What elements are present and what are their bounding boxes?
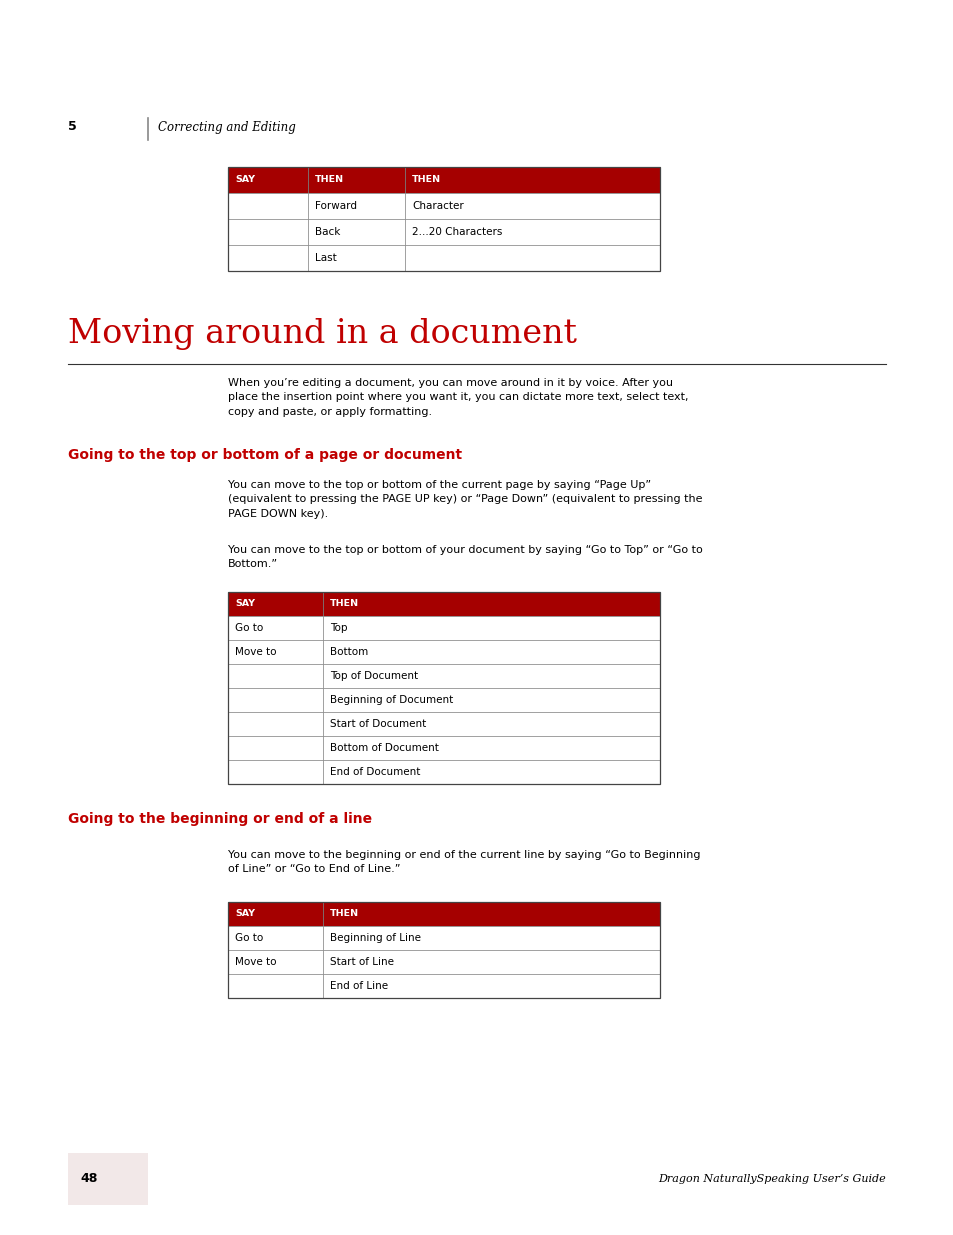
Bar [228, 736, 323, 760]
Text: Beginning of Document: Beginning of Document [330, 695, 453, 705]
Bar [228, 167, 308, 193]
Bar [323, 640, 659, 664]
Text: Go to: Go to [234, 932, 263, 944]
Bar [405, 193, 659, 219]
Bar [228, 760, 323, 784]
Bar [323, 736, 659, 760]
Bar [308, 193, 405, 219]
Text: Last: Last [314, 253, 336, 263]
Bar [323, 902, 659, 926]
Bar [405, 245, 659, 270]
Text: Going to the top or bottom of a page or document: Going to the top or bottom of a page or … [68, 448, 461, 462]
Bar [228, 167, 659, 270]
Text: THEN: THEN [314, 175, 344, 184]
Text: Move to: Move to [234, 647, 276, 657]
Text: 48: 48 [80, 1172, 97, 1186]
Bar [323, 760, 659, 784]
Bar [405, 167, 659, 193]
Bar [228, 640, 323, 664]
Bar [68, 1153, 148, 1205]
Bar [323, 688, 659, 713]
Bar [323, 713, 659, 736]
Text: Bottom of Document: Bottom of Document [330, 743, 438, 753]
Text: Move to: Move to [234, 957, 276, 967]
Text: Back: Back [314, 227, 340, 237]
Text: 2...20 Characters: 2...20 Characters [412, 227, 502, 237]
Bar [308, 167, 405, 193]
Text: SAY: SAY [234, 909, 254, 919]
Text: Correcting and Editing: Correcting and Editing [158, 121, 295, 133]
Bar [323, 664, 659, 688]
Text: Dragon NaturallySpeaking User’s Guide: Dragon NaturallySpeaking User’s Guide [658, 1174, 885, 1184]
Text: THEN: THEN [330, 909, 358, 919]
Bar [228, 219, 308, 245]
Bar [228, 688, 323, 713]
Text: Go to: Go to [234, 622, 263, 634]
Bar [228, 616, 323, 640]
Bar [323, 950, 659, 974]
Text: End of Document: End of Document [330, 767, 420, 777]
Bar [228, 902, 659, 998]
Text: When you’re editing a document, you can move around in it by voice. After you
pl: When you’re editing a document, you can … [228, 378, 688, 416]
Bar [228, 902, 323, 926]
Bar [323, 592, 659, 616]
Text: SAY: SAY [234, 599, 254, 609]
Text: 5: 5 [68, 121, 76, 133]
Bar [323, 926, 659, 950]
Bar [228, 926, 323, 950]
Bar [323, 974, 659, 998]
Bar [228, 713, 323, 736]
Bar [228, 592, 659, 784]
Text: Forward: Forward [314, 201, 356, 211]
Text: Moving around in a document: Moving around in a document [68, 317, 577, 350]
Bar [228, 950, 323, 974]
Bar [308, 245, 405, 270]
Bar [228, 974, 323, 998]
Text: Top: Top [330, 622, 347, 634]
Text: Top of Document: Top of Document [330, 671, 417, 680]
Text: Start of Line: Start of Line [330, 957, 394, 967]
Bar [323, 616, 659, 640]
Text: THEN: THEN [330, 599, 358, 609]
Bar [228, 592, 323, 616]
Text: SAY: SAY [234, 175, 254, 184]
Text: Start of Document: Start of Document [330, 719, 426, 729]
Text: End of Line: End of Line [330, 981, 388, 990]
Bar [228, 193, 308, 219]
Text: You can move to the top or bottom of your document by saying “Go to Top” or “Go : You can move to the top or bottom of you… [228, 545, 702, 569]
Text: Character: Character [412, 201, 463, 211]
Bar [308, 219, 405, 245]
Text: Beginning of Line: Beginning of Line [330, 932, 420, 944]
Bar [228, 664, 323, 688]
Text: You can move to the top or bottom of the current page by saying “Page Up”
(equiv: You can move to the top or bottom of the… [228, 480, 701, 519]
Text: THEN: THEN [412, 175, 441, 184]
Bar [228, 245, 308, 270]
Text: You can move to the beginning or end of the current line by saying “Go to Beginn: You can move to the beginning or end of … [228, 850, 700, 874]
Text: Bottom: Bottom [330, 647, 368, 657]
Text: Going to the beginning or end of a line: Going to the beginning or end of a line [68, 811, 372, 826]
Bar [405, 219, 659, 245]
